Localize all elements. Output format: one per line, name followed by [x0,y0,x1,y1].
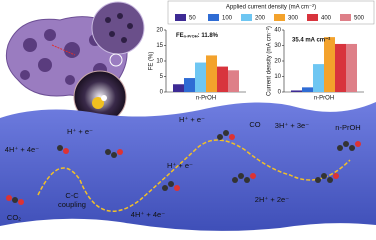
x-tick-label: n-PrOH [314,96,334,102]
annotation: FEn-PrOH: 11.8% [176,33,219,39]
bar [291,90,302,92]
y-tick-label: 10 [274,74,281,80]
reaction-label: 2H⁺ + 2e⁻ [255,195,289,204]
reaction-label: 4H⁺ + 4e⁻ [131,210,165,219]
reaction-label: 4H⁺ + 4e⁻ [5,145,39,154]
y-tick-label: 20 [274,59,281,65]
legend-label: 500 [354,16,365,22]
legend-title: Applied current density (mA cm⁻²) [226,5,316,11]
bar [346,43,357,92]
bar [206,55,217,92]
reaction-label: 3H⁺ + 3e⁻ [275,121,309,130]
y-axis-label: Current density (mA cm⁻²) [267,26,273,96]
reaction-label: n-PrOH [335,123,360,132]
electrode-surface [0,102,376,231]
reaction-path [37,139,351,212]
y-tick-label: 15 [156,43,163,49]
bar [335,43,346,92]
bar [173,84,184,92]
bar [313,64,324,92]
molecules [6,130,361,205]
bar [217,66,228,92]
y-tick-label: 10 [156,59,163,65]
reaction-label: CO₂ [7,213,21,222]
y-tick-label: 5 [160,74,164,80]
annotation-main: FE [176,33,184,39]
legend-label: 50 [189,16,196,22]
y-tick-label: 20 [156,28,163,34]
y-tick-label: 0 [278,90,282,96]
reaction-label: CO [249,120,260,129]
y-tick-label: 30 [274,43,281,49]
bar [228,70,239,92]
reaction-label: coupling [58,200,86,209]
annotation-sub: n-PrOH [184,34,198,39]
legend-swatch [274,14,285,21]
legend-label: 400 [321,16,332,22]
reaction-label: H⁺ + e⁻ [167,161,193,170]
reaction-label: C-C [65,191,79,200]
bar [302,87,313,92]
reaction-label: H⁺ + e⁻ [67,127,93,136]
y-tick-label: 0 [160,90,164,96]
catalyst-illustration [5,1,145,124]
annotation: 35.4 mA cm⁻² [292,37,330,44]
bar [195,62,206,92]
reaction-label: H⁺ + e⁻ [179,115,205,124]
legend-swatch [307,14,318,21]
y-tick-label: 40 [274,28,281,34]
legend-swatch [241,14,252,21]
legend-swatch [340,14,351,21]
legend-swatch [175,14,186,21]
legend-swatch [208,14,219,21]
bar [184,78,195,92]
legend-label: 100 [222,16,233,22]
x-tick-label: n-PrOH [196,96,216,102]
annotation-rest: : 11.8% [198,33,219,39]
legend-label: 300 [288,16,299,22]
legend-box [167,0,375,25]
legend-label: 200 [255,16,266,22]
y-axis-label: FE (%) [149,52,155,71]
bar [324,37,335,92]
